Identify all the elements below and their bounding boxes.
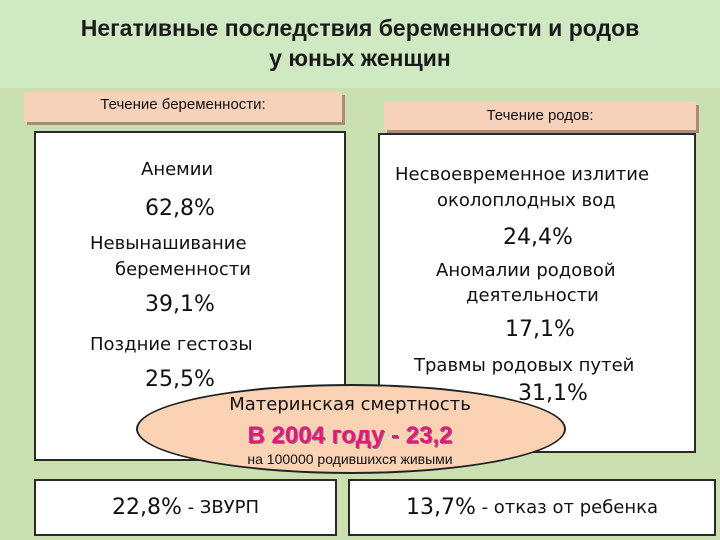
mortality-label: Материнская смертность: [229, 394, 471, 415]
child-refusal-box: 13,7% - отказ от ребенка: [348, 479, 716, 536]
mortality-value: В 2004 году - 23,2: [247, 422, 453, 449]
anemia-value: 62,8%: [145, 196, 215, 221]
fetal-growth-box: 22,8% - ЗВУРП: [34, 479, 337, 536]
labor-label: Течение родов:: [384, 102, 696, 130]
miscarriage-label-line-1: Невынашивание: [90, 233, 247, 254]
fetal-growth-label: - ЗВУРП: [181, 497, 260, 518]
pregnancy-label: Течение беременности:: [24, 92, 342, 122]
mortality-note: на 100000 родившихся живыми: [247, 451, 453, 467]
labor-anomaly-value: 17,1%: [505, 317, 575, 342]
child-refusal-value: 13,7%: [405, 495, 476, 520]
fetal-growth-value: 22,8%: [111, 495, 182, 520]
title-line-2: у юных женщин: [269, 45, 451, 71]
membrane-rupture-value: 24,4%: [503, 225, 573, 250]
gestosis-value: 25,5%: [145, 367, 215, 392]
mortality-ellipse: [136, 384, 566, 474]
gestosis-label: Поздние гестозы: [90, 334, 253, 355]
labor-anomaly-label-line-2: деятельности: [466, 285, 599, 306]
membrane-rupture-label-line-2: околоплодных вод: [437, 190, 616, 211]
title-line-1: Негативные последствия беременности и ро…: [80, 15, 640, 41]
birth-trauma-value: 31,1%: [518, 381, 588, 406]
child-refusal-label: - отказ от ребенка: [475, 497, 659, 518]
membrane-rupture-label-line-1: Несвоевременное излитие: [395, 164, 650, 185]
birth-trauma-label: Травмы родовых путей: [414, 355, 635, 376]
miscarriage-value: 39,1%: [145, 292, 215, 317]
labor-anomaly-label-line-1: Аномалии родовой: [436, 260, 616, 281]
miscarriage-label-line-2: беременности: [115, 259, 251, 280]
page-title: Негативные последствия беременности и ро…: [0, 0, 720, 88]
anemia-label: Анемии: [141, 159, 214, 180]
